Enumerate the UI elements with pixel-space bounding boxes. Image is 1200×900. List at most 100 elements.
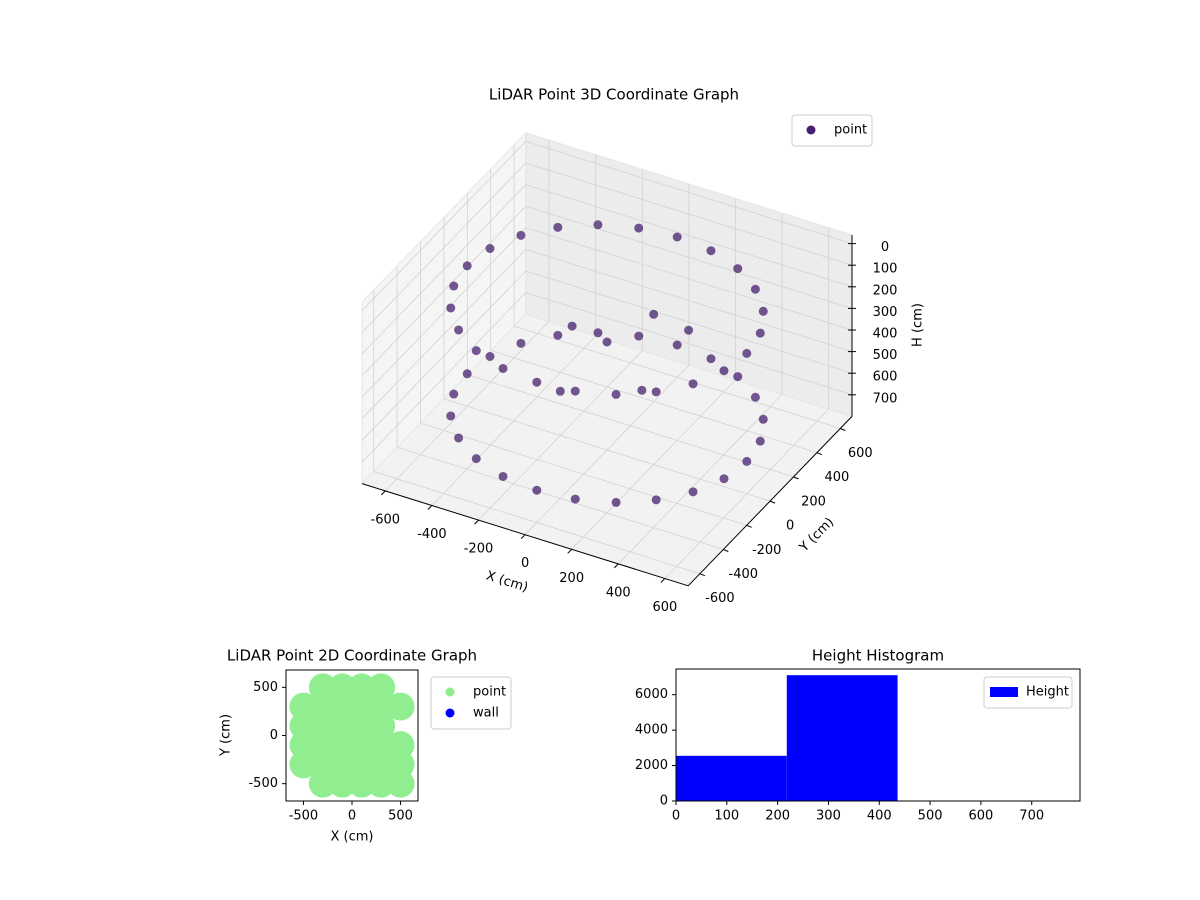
x-tick-label: 0 (521, 556, 529, 571)
point (386, 750, 415, 779)
point (471, 454, 481, 464)
point (593, 328, 603, 338)
z-tick-label: 400 (873, 327, 898, 342)
point (750, 284, 760, 294)
point (347, 769, 376, 798)
point (308, 673, 337, 702)
point (449, 389, 459, 399)
point (570, 386, 580, 396)
y-tick-label: 6000 (635, 687, 668, 702)
tick-mark (427, 505, 433, 510)
point (516, 338, 526, 348)
point (719, 474, 729, 484)
point (733, 372, 743, 382)
grid-line (361, 249, 527, 420)
point (289, 692, 318, 721)
point (347, 711, 376, 740)
tick-mark (840, 428, 846, 431)
point (672, 232, 682, 242)
x-tick-label: 200 (559, 571, 584, 586)
legend-label: point (834, 123, 867, 138)
legend-label: Height (1026, 685, 1069, 700)
tick-mark (613, 563, 619, 569)
x-tick-label: 0 (672, 809, 680, 824)
x-tick-label: 400 (867, 809, 892, 824)
point (672, 340, 682, 350)
legend-marker (990, 687, 1018, 697)
legend-label: point (473, 685, 506, 700)
point (532, 485, 542, 495)
point (570, 494, 580, 504)
x-tick-label: 200 (765, 809, 790, 824)
y-tick-label: 4000 (635, 723, 668, 738)
point (516, 230, 526, 240)
legend-marker (445, 708, 455, 718)
grid-line (525, 227, 853, 331)
bar (676, 755, 787, 801)
point (289, 750, 318, 779)
tick-mark (380, 490, 386, 496)
tick-mark (567, 548, 573, 554)
point (706, 354, 716, 364)
y-tick-label: -500 (248, 776, 278, 791)
point (485, 244, 495, 254)
x-tick-label: 0 (348, 809, 356, 824)
point (758, 306, 768, 316)
y-tick-label: 0 (270, 728, 278, 743)
point (758, 414, 768, 424)
point (367, 769, 396, 798)
z-tick-label: 500 (873, 348, 898, 363)
grid-line (525, 270, 853, 374)
grid-line (467, 374, 794, 478)
point (367, 750, 396, 779)
point (634, 223, 644, 233)
grid-line (525, 292, 853, 396)
x-tick-label: -600 (371, 512, 401, 527)
point (688, 379, 698, 389)
point (328, 673, 357, 702)
y-tick-label: 200 (801, 494, 826, 509)
point (611, 497, 621, 507)
chart-title: LiDAR Point 2D Coordinate Graph (227, 647, 477, 665)
y-tick-label: 600 (848, 446, 873, 461)
point (449, 281, 459, 291)
point (328, 731, 357, 760)
legend-label: wall (473, 706, 499, 721)
point (308, 750, 337, 779)
point (446, 411, 456, 421)
tick-mark (723, 549, 729, 552)
point (308, 769, 337, 798)
grid-line (361, 227, 527, 398)
y-axis-label: Y (cm) (796, 515, 837, 556)
point (755, 436, 765, 446)
grid-line (361, 141, 527, 312)
point (733, 264, 743, 274)
x-tick-label: 500 (388, 809, 413, 824)
point (367, 731, 396, 760)
grid-line (513, 325, 841, 429)
tick-mark (769, 500, 776, 504)
legend-marker (445, 687, 455, 697)
point (719, 366, 729, 376)
y-tick-label: -400 (729, 567, 759, 582)
tick-mark (746, 524, 752, 528)
point (755, 328, 765, 338)
point (462, 369, 472, 379)
grid-line (361, 162, 527, 333)
point (706, 246, 716, 256)
tick-mark (793, 476, 799, 480)
x-tick-label: 300 (816, 809, 841, 824)
point (367, 673, 396, 702)
x-tick-label: -200 (464, 542, 494, 557)
y-tick-label: 400 (824, 470, 849, 485)
point (347, 692, 376, 721)
point (462, 261, 472, 271)
y-tick-label: -200 (752, 543, 782, 558)
x-tick-label: 700 (1019, 809, 1044, 824)
grid-line (525, 184, 853, 288)
point (555, 386, 565, 396)
legend-box (983, 676, 1073, 709)
z-tick-label: 0 (881, 240, 889, 255)
grid-line (525, 162, 853, 266)
y-tick-label: 500 (253, 680, 278, 695)
